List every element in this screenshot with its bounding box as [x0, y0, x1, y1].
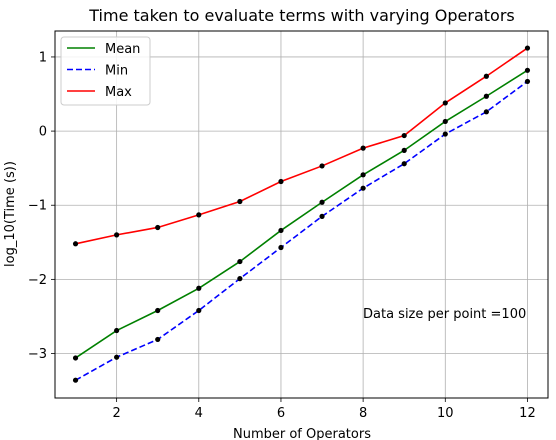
- data-point-mean: [278, 227, 284, 234]
- x-tick-label: 10: [437, 406, 454, 421]
- y-tick-label: −3: [28, 347, 47, 362]
- data-point-min: [196, 307, 202, 314]
- data-point-max: [401, 132, 407, 139]
- data-point-max: [360, 145, 366, 151]
- chart-title: Time taken to evaluate terms with varyin…: [88, 6, 515, 25]
- x-tick-label: 12: [519, 406, 536, 421]
- legend-label-max: Max: [105, 85, 132, 100]
- series-layer: [72, 45, 531, 383]
- series-line-min: [75, 80, 528, 381]
- data-point-min: [319, 213, 325, 219]
- data-point-max: [319, 163, 325, 169]
- y-tick-label: −2: [28, 273, 47, 288]
- series-line-mean: [75, 69, 528, 359]
- data-point-min: [114, 354, 120, 360]
- axis-ticks: 2 4 6 8 10 12 −3 −2 −1 0 1: [28, 50, 536, 421]
- data-point-max: [72, 241, 79, 247]
- plot-frame: [54, 30, 549, 399]
- data-point-mean: [114, 327, 120, 334]
- data-point-max: [442, 100, 448, 106]
- data-point-min: [401, 161, 407, 167]
- data-point-mean: [524, 67, 531, 73]
- data-point-max: [196, 212, 202, 218]
- x-tick-label: 4: [195, 406, 203, 421]
- x-tick-label: 8: [359, 406, 367, 421]
- data-point-mean: [360, 172, 366, 178]
- data-point-mean: [401, 147, 407, 153]
- data-point-mean: [196, 285, 202, 291]
- data-point-max: [237, 198, 243, 205]
- y-axis-label: log_10(Time (s)): [3, 161, 18, 267]
- data-point-mean: [72, 355, 79, 361]
- data-point-min: [483, 109, 489, 115]
- data-point-min: [360, 185, 366, 191]
- data-point-mean: [483, 93, 489, 99]
- y-tick-label: 0: [39, 125, 47, 140]
- data-point-min: [278, 244, 284, 251]
- legend-label-mean: Mean: [105, 42, 140, 57]
- data-point-max: [278, 178, 284, 185]
- series-line-max: [75, 47, 528, 245]
- data-point-max: [483, 73, 489, 79]
- data-point-min: [155, 336, 161, 343]
- x-tick-label: 6: [277, 406, 285, 421]
- data-point-max: [114, 232, 120, 238]
- data-point-min: [442, 131, 448, 137]
- legend-box: [60, 36, 151, 106]
- data-point-mean: [155, 307, 161, 314]
- data-point-min: [237, 276, 243, 282]
- data-point-max: [155, 224, 161, 231]
- data-point-mean: [442, 118, 448, 125]
- data-point-min: [72, 377, 79, 383]
- legend: Mean Min Max: [60, 36, 151, 106]
- x-tick-label: 2: [112, 406, 120, 421]
- data-size-annotation: Data size per point =100: [363, 307, 526, 322]
- legend-label-min: Min: [105, 64, 128, 79]
- data-point-max: [524, 45, 531, 51]
- data-point-min: [524, 78, 531, 85]
- y-tick-label: 1: [39, 50, 47, 65]
- x-axis-label: Number of Operators: [233, 427, 371, 440]
- y-tick-label: −1: [28, 199, 47, 214]
- data-point-mean: [237, 258, 243, 265]
- data-point-mean: [319, 199, 325, 205]
